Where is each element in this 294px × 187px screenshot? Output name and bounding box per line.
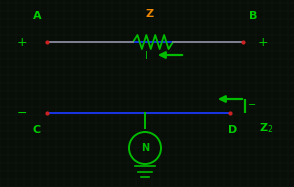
Text: +: + bbox=[17, 36, 27, 48]
Text: N: N bbox=[141, 143, 149, 153]
Text: C: C bbox=[33, 125, 41, 135]
Text: +: + bbox=[258, 36, 268, 48]
Text: A: A bbox=[33, 11, 41, 21]
Text: −: − bbox=[248, 100, 256, 110]
Text: −: − bbox=[17, 107, 27, 119]
Text: I: I bbox=[145, 51, 148, 61]
Text: B: B bbox=[249, 11, 257, 21]
Text: Z$_2$: Z$_2$ bbox=[259, 121, 273, 135]
Text: Z: Z bbox=[146, 9, 154, 19]
Text: D: D bbox=[228, 125, 238, 135]
